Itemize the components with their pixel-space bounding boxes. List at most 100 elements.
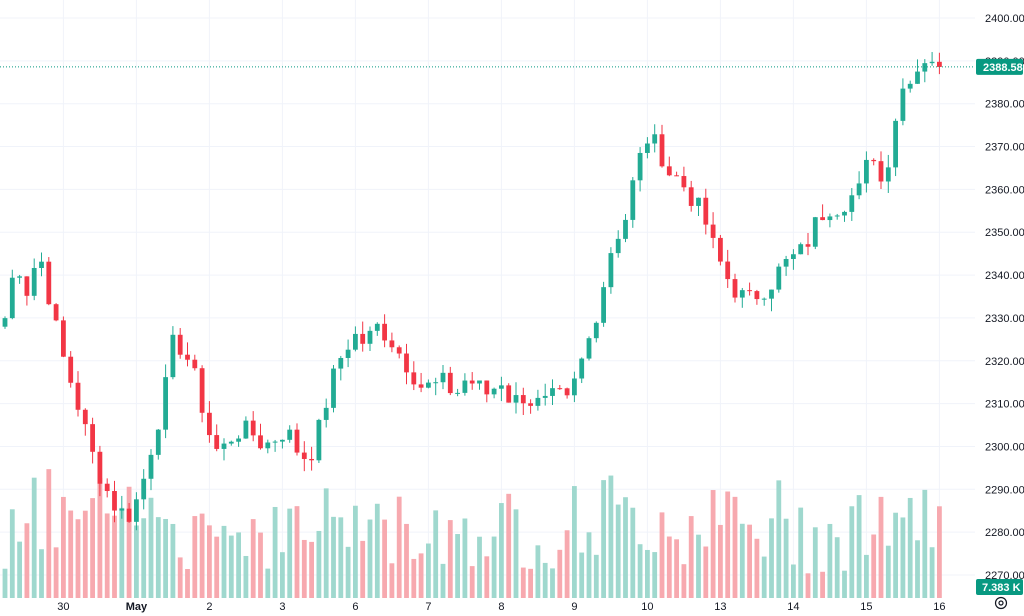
candle-body	[97, 451, 103, 484]
candle-body	[294, 429, 300, 453]
price-tick-label: 2370.00	[985, 142, 1024, 154]
candle-body	[31, 267, 37, 296]
volume-bar	[703, 546, 709, 598]
candle-body	[885, 167, 891, 182]
volume-bar	[389, 563, 395, 598]
candle-body	[630, 180, 636, 220]
candle-body	[396, 347, 402, 354]
volume-bar	[134, 525, 139, 598]
candle-body	[462, 380, 468, 393]
candle-body	[550, 388, 555, 396]
volume-bar	[937, 506, 942, 598]
volume-bar	[871, 534, 877, 598]
candle-body	[331, 368, 336, 408]
volume-bar	[119, 507, 125, 598]
volume-bar	[287, 508, 293, 598]
volume-bar	[53, 547, 59, 598]
volume-bar	[842, 570, 847, 598]
candle-body	[323, 407, 329, 420]
candle-body	[440, 372, 446, 383]
volume-bar	[455, 534, 460, 598]
volume-bar	[645, 549, 650, 598]
candle-body	[433, 382, 439, 384]
candle-body	[739, 290, 745, 298]
candle-body	[61, 320, 66, 357]
volume-bar	[345, 546, 351, 598]
volume-bar	[572, 486, 577, 598]
volume-bar	[666, 536, 672, 598]
candle-body	[82, 409, 88, 425]
candle-body	[265, 442, 271, 449]
price-tick-label: 2360.00	[985, 184, 1024, 196]
candle-body	[805, 244, 811, 247]
volume-bar	[586, 532, 592, 598]
volume-bar	[637, 544, 643, 598]
volume-bar	[739, 523, 745, 598]
candle-body	[426, 382, 431, 388]
price-axis[interactable]: 2400.002390.002380.002370.002360.002350.…	[985, 13, 1024, 582]
volume-bar	[491, 536, 497, 598]
candle-body	[75, 382, 81, 410]
volume-bar	[820, 571, 825, 598]
candle-body	[228, 441, 234, 444]
last-price-tag-label: 2388.58	[983, 62, 1023, 74]
volume-bar	[214, 536, 220, 598]
candle-body	[834, 215, 840, 217]
volume-bar	[17, 541, 22, 598]
settings-button[interactable]	[993, 595, 1009, 611]
time-tick-label: 30	[57, 601, 69, 613]
volume-bar	[309, 541, 314, 598]
candle-body	[163, 377, 168, 430]
candle-body	[455, 392, 460, 394]
candle-body	[112, 491, 117, 511]
volume-bar	[557, 549, 563, 598]
gear-icon	[994, 596, 1008, 610]
volume-bar	[360, 540, 366, 598]
volume-bar	[535, 545, 541, 598]
volume-bar	[199, 513, 205, 598]
volume-bar	[24, 523, 30, 598]
volume-bar	[104, 513, 110, 598]
candle-body	[937, 61, 942, 67]
candle-body	[710, 224, 716, 238]
volume-bar	[61, 496, 66, 598]
time-tick-label: 8	[498, 601, 504, 613]
volume-bar	[82, 510, 88, 598]
volume-bar	[9, 509, 15, 598]
candle-body	[528, 403, 533, 406]
volume-bar	[856, 495, 862, 598]
volume-bar	[192, 516, 198, 598]
candle-body	[104, 483, 110, 492]
last-price-tag-bg	[976, 58, 1023, 75]
volume-bar	[250, 519, 256, 598]
candle-body	[477, 380, 482, 384]
candle-body	[243, 420, 249, 439]
volume-bar	[659, 512, 665, 598]
volume-bar	[374, 503, 380, 598]
price-candles	[2, 52, 942, 531]
volume-bar	[593, 554, 599, 598]
price-tick-label: 2300.00	[985, 441, 1024, 453]
candle-body	[542, 395, 548, 398]
candle-body	[177, 334, 183, 355]
candle-body	[469, 380, 475, 384]
volume-bar	[236, 532, 241, 598]
volume-bar	[623, 497, 628, 598]
time-axis[interactable]: 30 May 2 3 6 7 8 9 10 13 14 15 16	[57, 601, 945, 613]
volume-bar	[798, 507, 804, 598]
candle-body	[579, 358, 585, 379]
volume-bar	[447, 520, 453, 598]
price-tick-label: 2340.00	[985, 270, 1024, 282]
volume-bar	[228, 535, 234, 598]
volume-bar	[477, 536, 482, 598]
volume-bar	[331, 516, 336, 598]
candle-body	[645, 143, 650, 153]
volume-bar	[849, 506, 855, 598]
time-tick-label: 3	[279, 601, 285, 613]
candle-body	[718, 237, 723, 262]
volume-bar	[367, 519, 373, 598]
candle-body	[703, 197, 709, 225]
candle-body	[345, 349, 351, 358]
volume-bar	[316, 530, 322, 598]
